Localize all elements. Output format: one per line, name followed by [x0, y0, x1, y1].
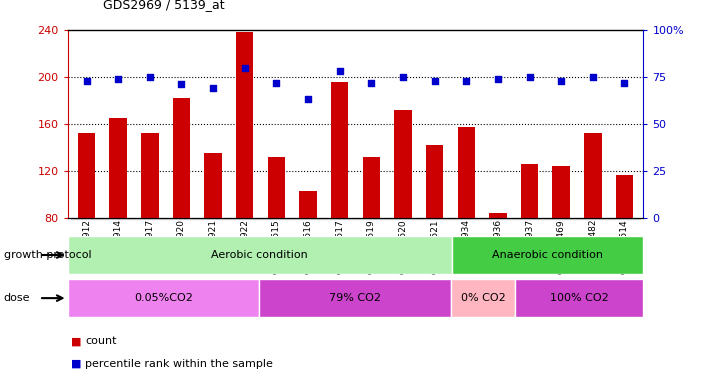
- Text: Anaerobic condition: Anaerobic condition: [492, 250, 603, 260]
- Bar: [299, 190, 316, 217]
- Bar: [482, 217, 514, 219]
- Bar: [515, 279, 643, 317]
- Bar: [363, 157, 380, 218]
- Point: [365, 80, 377, 86]
- Bar: [292, 217, 324, 219]
- Point: [176, 81, 187, 87]
- Point: [112, 76, 124, 82]
- Bar: [70, 217, 102, 219]
- Text: dose: dose: [4, 293, 30, 303]
- Bar: [236, 32, 253, 218]
- Point: [492, 76, 503, 82]
- Text: 79% CO2: 79% CO2: [329, 293, 382, 303]
- Point: [81, 78, 92, 84]
- Point: [587, 74, 599, 80]
- Bar: [68, 279, 260, 317]
- Bar: [267, 157, 285, 218]
- Text: ■: ■: [71, 359, 82, 369]
- Text: 0% CO2: 0% CO2: [461, 293, 506, 303]
- Bar: [545, 217, 577, 219]
- Text: 100% CO2: 100% CO2: [550, 293, 609, 303]
- Bar: [451, 236, 643, 274]
- Bar: [616, 176, 634, 217]
- Text: Aerobic condition: Aerobic condition: [211, 250, 308, 260]
- Point: [461, 78, 472, 84]
- Bar: [204, 153, 222, 218]
- Bar: [609, 217, 641, 219]
- Text: percentile rank within the sample: percentile rank within the sample: [85, 359, 273, 369]
- Bar: [426, 145, 444, 218]
- Bar: [395, 110, 412, 218]
- Bar: [102, 217, 134, 219]
- Bar: [166, 217, 197, 219]
- Bar: [324, 217, 356, 219]
- Point: [524, 74, 535, 80]
- Point: [144, 74, 156, 80]
- Point: [271, 80, 282, 86]
- Point: [302, 96, 314, 102]
- Bar: [451, 217, 482, 219]
- Bar: [109, 118, 127, 218]
- Bar: [552, 166, 570, 218]
- Bar: [173, 98, 190, 218]
- Bar: [521, 164, 538, 218]
- Text: count: count: [85, 336, 117, 346]
- Point: [239, 64, 250, 70]
- Bar: [419, 217, 451, 219]
- Bar: [77, 133, 95, 218]
- Text: growth protocol: growth protocol: [4, 250, 91, 260]
- Bar: [387, 217, 419, 219]
- Text: GDS2969 / 5139_at: GDS2969 / 5139_at: [103, 0, 225, 11]
- Point: [555, 78, 567, 84]
- Bar: [260, 217, 292, 219]
- Text: 0.05%CO2: 0.05%CO2: [134, 293, 193, 303]
- Bar: [141, 133, 159, 218]
- Bar: [584, 133, 602, 218]
- Point: [208, 85, 219, 91]
- Bar: [68, 236, 451, 274]
- Bar: [489, 213, 507, 217]
- Bar: [260, 279, 451, 317]
- Bar: [451, 279, 515, 317]
- Point: [619, 80, 630, 86]
- Point: [429, 78, 440, 84]
- Bar: [356, 217, 387, 219]
- Bar: [458, 127, 475, 218]
- Text: ■: ■: [71, 336, 82, 346]
- Point: [334, 68, 346, 74]
- Bar: [229, 217, 260, 219]
- Bar: [331, 82, 348, 218]
- Bar: [514, 217, 545, 219]
- Point: [397, 74, 409, 80]
- Bar: [197, 217, 229, 219]
- Bar: [134, 217, 166, 219]
- Bar: [577, 217, 609, 219]
